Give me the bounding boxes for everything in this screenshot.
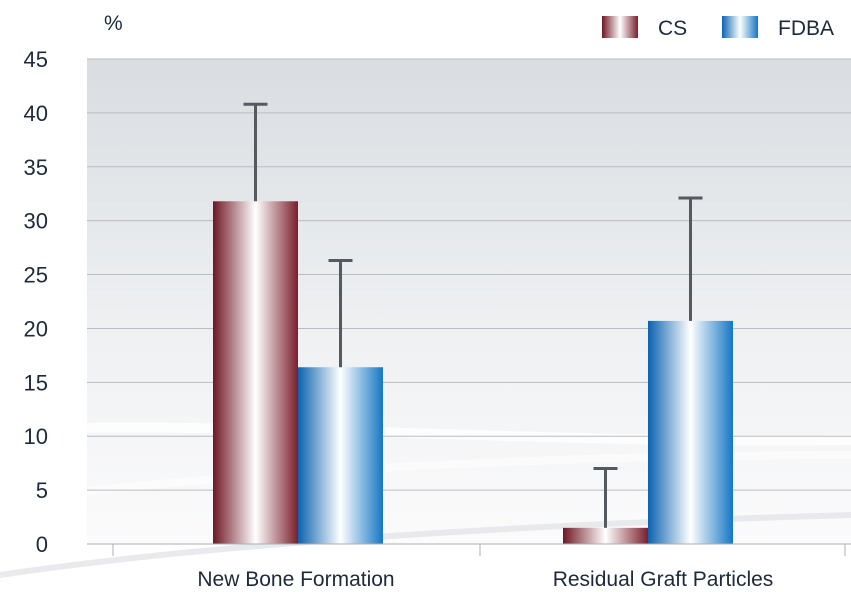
y-tick-label: 0 xyxy=(36,532,48,557)
legend-swatch-fdba xyxy=(722,16,758,38)
y-tick-label: 15 xyxy=(24,370,48,395)
y-axis-ticks: 0 5 10 15 20 25 30 35 40 45 xyxy=(24,47,48,557)
y-tick-label: 45 xyxy=(24,47,48,72)
legend-label-fdba: FDBA xyxy=(778,17,834,40)
bar-fdba-2 xyxy=(648,320,733,544)
legend-swatch-cs xyxy=(602,16,638,38)
plot-background xyxy=(87,59,851,544)
error-bars xyxy=(243,102,703,528)
y-axis-unit: % xyxy=(104,12,123,35)
x-category-label: New Bone Formation xyxy=(197,568,394,591)
x-category-label: Residual Graft Particles xyxy=(553,568,774,591)
y-tick-label: 40 xyxy=(24,101,48,126)
y-tick-label: 30 xyxy=(24,209,48,234)
bars xyxy=(213,201,733,544)
legend-label-cs: CS xyxy=(658,17,687,40)
y-tick-label: 20 xyxy=(24,316,48,341)
bar-fdba-1 xyxy=(298,367,383,544)
bar-cs-1 xyxy=(213,201,298,544)
bar-cs-2 xyxy=(563,527,648,544)
legend: CS FDBA xyxy=(602,16,834,40)
x-axis: New Bone Formation Residual Graft Particl… xyxy=(87,543,851,591)
y-tick-label: 35 xyxy=(24,155,48,180)
y-tick-label: 10 xyxy=(24,424,48,449)
y-tick-label: 5 xyxy=(36,478,48,503)
y-tick-label: 25 xyxy=(24,263,48,288)
